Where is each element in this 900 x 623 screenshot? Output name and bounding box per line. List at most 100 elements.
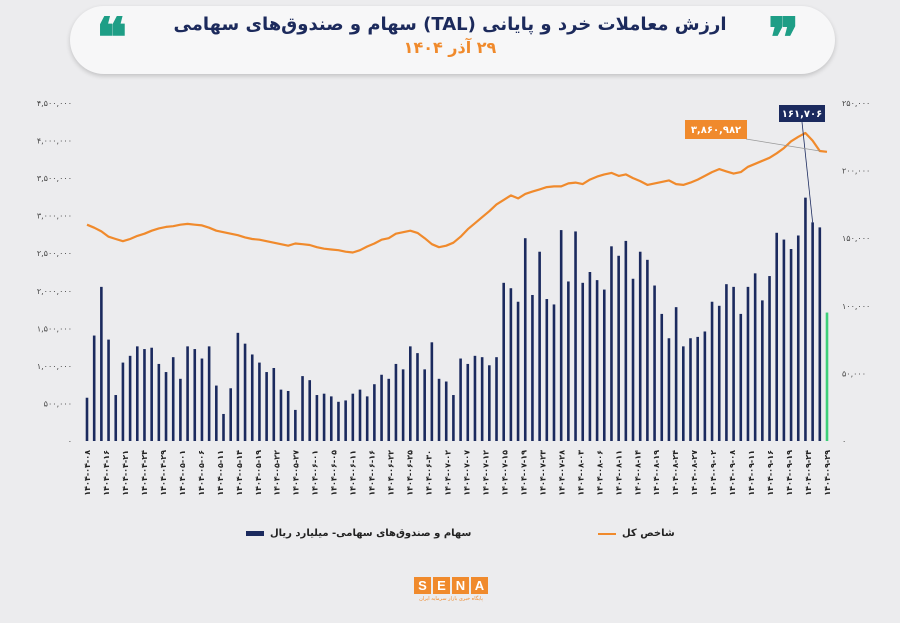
- x-tick-label: ۱۴۰۴-۰۷-۰۷: [462, 450, 471, 496]
- bar: [588, 272, 592, 441]
- bar: [322, 393, 326, 441]
- bar: [495, 357, 498, 441]
- bar: [337, 401, 340, 441]
- x-tick-label: ۱۴۰۴-۰۶-۰۱: [311, 450, 320, 496]
- bar: [653, 285, 656, 441]
- chart-title: ارزش معاملات خرد و پایانی (TAL) سهام و ص…: [173, 14, 727, 35]
- bar: [581, 282, 585, 441]
- bar: [272, 367, 276, 441]
- bar: [236, 332, 240, 441]
- y-left-tick-label: ۳,۰۰۰,۰۰۰: [37, 212, 72, 221]
- sena-logo: S E N A پایگاه خبری بازار سرمایه ایران: [413, 577, 489, 602]
- x-tick-label: ۱۴۰۴-۰۸-۰۶: [595, 450, 604, 496]
- bar: [761, 300, 764, 441]
- bar: [315, 395, 319, 441]
- bar: [746, 286, 750, 441]
- legend-line: شاخص کل: [598, 528, 675, 539]
- x-tick-label: ۱۴۰۴-۰۵-۱۴: [235, 450, 244, 496]
- bar: [660, 313, 664, 441]
- bar: [279, 389, 283, 441]
- bar-callout-leader: [801, 121, 814, 223]
- bar: [179, 378, 182, 441]
- x-tick-label: ۱۴۰۴-۰۶-۲۵: [406, 450, 415, 496]
- bar: [617, 255, 620, 441]
- x-tick-label: ۱۴۰۴-۰۷-۲۳: [538, 450, 547, 496]
- bar: [351, 393, 355, 441]
- y-left-tick-label: ۳,۵۰۰,۰۰۰: [37, 174, 72, 183]
- legend-line-label: شاخص کل: [622, 528, 675, 539]
- logo-tagline: پایگاه خبری بازار سرمایه ایران: [419, 596, 483, 602]
- x-tick-label: ۱۴۰۴-۰۷-۱۲: [481, 450, 490, 496]
- bar: [294, 409, 297, 441]
- bar: [567, 281, 570, 441]
- bar: [610, 246, 613, 441]
- legend-line-swatch: [598, 532, 616, 535]
- x-tick-label: ۱۴۰۴-۰۷-۲۸: [557, 450, 566, 496]
- bar: [552, 304, 556, 441]
- bar: [128, 355, 132, 441]
- bar: [394, 363, 398, 441]
- bar: [502, 282, 505, 441]
- bar: [459, 358, 462, 441]
- bar: [107, 339, 110, 441]
- bar: [452, 395, 455, 441]
- bar: [430, 342, 434, 441]
- x-tick-label: ۱۴۰۴-۰۵-۱۱: [216, 450, 225, 496]
- bar: [818, 227, 822, 441]
- bar: [682, 346, 685, 441]
- bar: [531, 294, 534, 441]
- bar: [114, 395, 118, 441]
- legend-bars-swatch: [246, 531, 264, 536]
- bar: [732, 286, 735, 441]
- bar: [308, 380, 312, 441]
- bar: [789, 249, 793, 441]
- bar: [444, 381, 448, 441]
- x-tick-label: ۱۴۰۴-۰۹-۲۴: [804, 450, 813, 496]
- x-tick-label: ۱۴۰۴-۰۷-۰۲: [444, 450, 453, 496]
- x-tick-label: ۱۴۰۴-۰۴-۲۴: [140, 450, 149, 496]
- x-tick-label: ۱۴۰۴-۰۶-۲۲: [387, 450, 396, 496]
- x-tick-label: ۱۴۰۴-۰۷-۱۵: [500, 450, 509, 496]
- bar: [768, 276, 771, 441]
- x-tick-label: ۱۴۰۴-۰۴-۲۱: [121, 450, 130, 496]
- x-tick-label: ۱۴۰۴-۰۴-۰۸: [83, 450, 92, 496]
- bar: [92, 335, 96, 441]
- x-tick-label: ۱۴۰۴-۰۸-۱۹: [652, 450, 661, 496]
- bar: [811, 222, 814, 441]
- bar: [775, 232, 779, 441]
- x-tick-label: ۱۴۰۴-۰۶-۱۱: [349, 450, 358, 496]
- bar: [164, 372, 168, 441]
- bar: [488, 365, 491, 441]
- y-left-tick-label: ۵۰۰,۰۰۰: [44, 399, 72, 408]
- x-tick-label: ۱۴۰۴-۰۹-۱۱: [747, 450, 756, 496]
- x-tick-label: ۱۴۰۴-۰۹-۲۹: [823, 450, 832, 496]
- bar-callout-box: [779, 105, 825, 122]
- x-tick-label: ۱۴۰۴-۰۵-۰۶: [197, 450, 206, 496]
- x-tick-label: ۱۴۰۴-۰۸-۲۴: [671, 450, 680, 496]
- bar-last-value-label: ۱۶۱,۷۰۶: [782, 109, 822, 120]
- bar: [480, 357, 484, 441]
- bar: [423, 369, 426, 441]
- legend-bars: سهام و صندوق‌های سهامی- میلیارد ریال: [246, 528, 471, 539]
- y-right-tick-label: ۵۰,۰۰۰: [842, 369, 866, 378]
- bar: [416, 353, 419, 441]
- logo-letter: E: [433, 577, 450, 594]
- y-right-tick-label: ۲۰۰,۰۰۰: [842, 167, 870, 176]
- bar: [703, 331, 707, 441]
- bar: [200, 358, 204, 441]
- logo-letter: S: [414, 577, 431, 594]
- bar: [186, 346, 189, 441]
- x-tick-label: ۱۴۰۴-۰۶-۳۰: [425, 450, 434, 496]
- bar: [437, 378, 441, 441]
- bar: [171, 357, 175, 441]
- legend-bars-label: سهام و صندوق‌های سهامی- میلیارد ریال: [270, 528, 472, 539]
- x-tick-label: ۱۴۰۴-۰۶-۰۵: [330, 450, 339, 496]
- bar: [509, 288, 513, 441]
- bar: [365, 396, 369, 441]
- bar: [380, 374, 383, 441]
- x-tick-label: ۱۴۰۴-۰۸-۰۳: [576, 450, 585, 496]
- y-right-tick-label: ۲۵۰,۰۰۰: [842, 99, 870, 108]
- bar: [825, 312, 829, 441]
- close-quote-icon: ❞: [768, 16, 800, 60]
- y-left-tick-label: ۱,۰۰۰,۰۰۰: [37, 362, 72, 371]
